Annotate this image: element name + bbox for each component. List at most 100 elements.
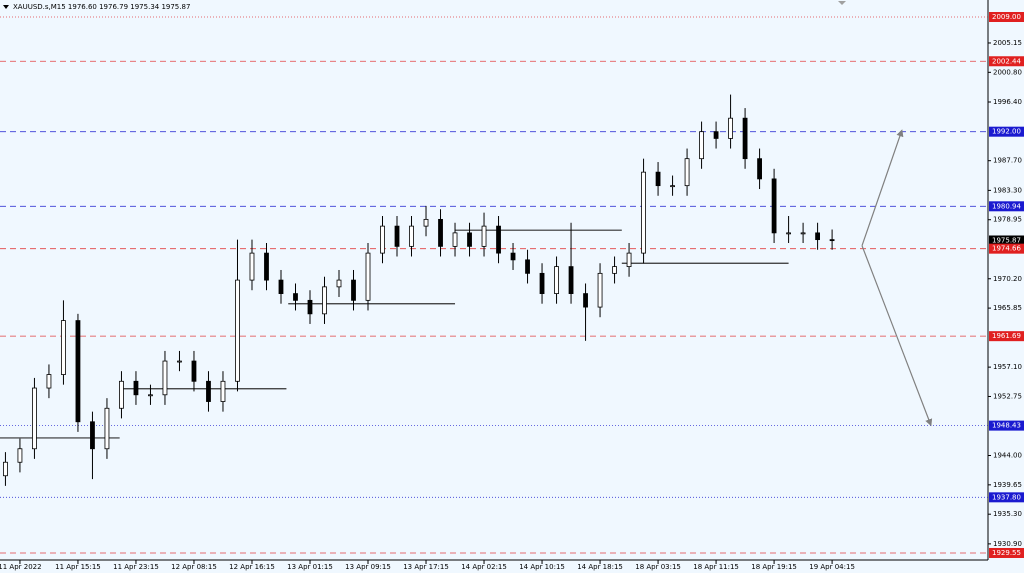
candle-body [264,252,269,281]
projection-arrow [861,129,904,246]
x-tick-label: 18 Apr 11:15 [693,563,739,571]
level-label-box [989,126,1024,137]
candle-body [771,178,777,234]
y-tick-label: 1996.40 [993,98,1022,106]
candle-body [757,158,762,180]
x-tick-label: 11 Apr 2022 [0,563,42,571]
candle-body [119,380,124,409]
candle-body [655,171,661,187]
level-label: 1974.66 [992,245,1021,253]
candle-body [177,360,182,363]
candle-body [162,360,168,396]
candle-body [394,225,400,247]
y-tick-label: 1970.20 [993,275,1022,283]
candle-body [307,299,313,315]
x-tick-label: 11 Apr 15:15 [55,563,101,571]
candle-body [452,232,458,247]
candle-body [467,232,472,247]
candle-body [438,218,443,247]
level-label-box [989,492,1024,503]
level-label: 1992.00 [992,128,1021,136]
candle-body [75,320,81,423]
x-tick-label: 14 Apr 02:15 [461,563,507,571]
x-tick-label: 13 Apr 09:15 [345,563,391,571]
candle-body [728,117,733,139]
candle-body [481,225,487,247]
level-label-box [989,331,1024,342]
candle-body [293,293,298,301]
candle-body [423,218,429,227]
level-label: 1948.43 [992,422,1021,430]
candle-body [90,421,95,450]
candle-body [829,239,835,242]
y-tick-label: 1987.70 [993,157,1022,165]
x-tick-label: 14 Apr 10:15 [519,563,565,571]
candle-body [597,272,603,308]
candle-body [249,252,255,281]
level-label: 1961.69 [992,332,1021,340]
candle-body [800,232,806,235]
level-label-box [989,56,1024,67]
x-tick-label: 18 Apr 19:15 [751,563,797,571]
level-label: 1937.80 [992,493,1021,501]
plot [0,16,988,554]
y-tick-label: 1935.30 [993,510,1022,518]
candle-body [510,252,516,261]
candle-body [815,232,820,241]
candle-body [17,448,23,463]
shift-marker [838,1,846,5]
candle-body [539,272,545,294]
y-tick-label: 2000.80 [993,68,1022,76]
level-label: 2002.44 [992,57,1021,65]
symbol-menu[interactable] [3,5,9,9]
candle-body [322,286,327,315]
candle-body [46,374,52,389]
y-tick-label: 1983.30 [993,186,1022,194]
candle-body [380,225,385,254]
candle-body [713,131,719,139]
candle-body [32,387,37,450]
candle-body [191,360,197,382]
level-label: 1975.87 [992,237,1021,245]
candle-body [336,279,342,288]
candle-body [365,252,371,301]
level-label-box [989,235,1024,246]
candle-body [496,225,501,254]
level-label: 1980.94 [992,202,1021,210]
y-tick-label: 1978.95 [993,216,1022,224]
y-tick-label: 1957.10 [993,363,1022,371]
y-tick-label: 1944.00 [993,452,1022,460]
candle-body [786,232,791,235]
candle-body [568,266,574,294]
candle-body [61,320,66,375]
level-label: 2009.00 [992,13,1021,21]
candle-body [220,380,226,402]
y-tick-label: 1930.90 [993,540,1022,548]
x-tick-label: 12 Apr 16:15 [229,563,275,571]
projection-arrow [861,245,933,427]
candle-body [148,394,153,397]
candle-body [278,279,284,294]
candle-body [525,259,530,274]
y-tick-label: 1952.75 [993,392,1022,400]
candle-body [3,461,8,477]
candle-body [583,293,588,308]
y-tick-label: 1939.65 [993,481,1022,489]
candle-body [684,158,690,187]
candle-body [206,380,211,402]
chart-title: XAUUSD.s,M15 1976.60 1976.79 1975.34 197… [13,3,190,11]
x-tick-label: 19 Apr 04:15 [809,563,855,571]
x-tick-label: 11 Apr 23:15 [113,563,159,571]
candle-body [626,252,632,268]
x-tick-label: 18 Apr 03:15 [635,563,681,571]
candle-body [742,117,748,160]
level-label-box [989,243,1024,254]
x-tick-label: 12 Apr 08:15 [171,563,217,571]
candle-body [104,407,110,450]
candle-body [133,380,139,396]
candle-body [554,266,559,294]
candle-body [235,279,240,382]
candle-body [409,225,414,247]
